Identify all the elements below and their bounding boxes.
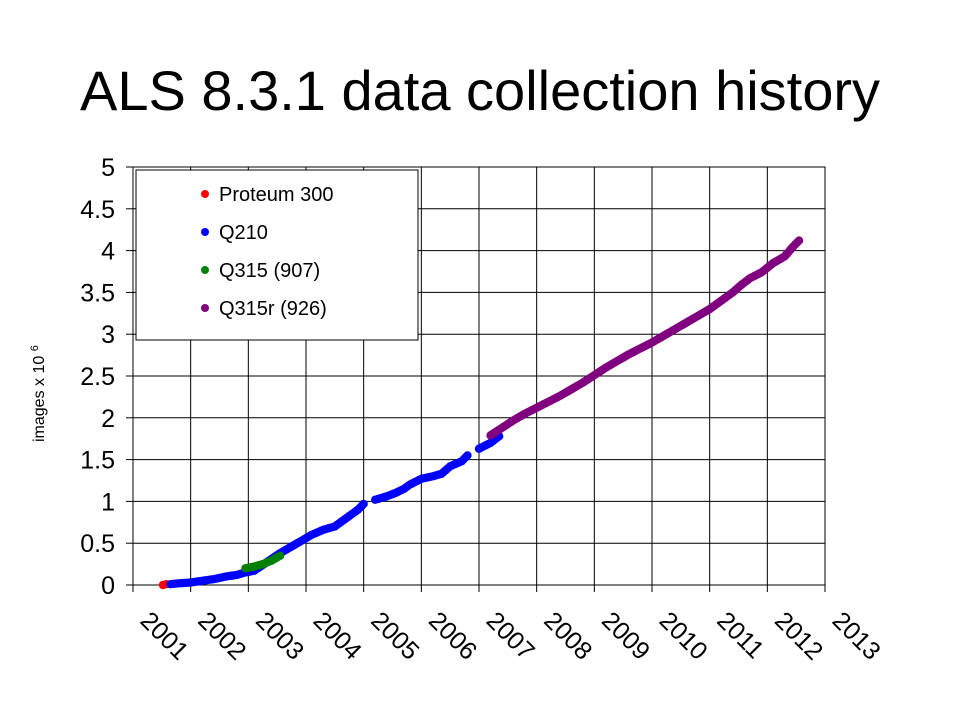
legend-label: Q315 (907) <box>219 260 320 282</box>
y-tick-label: 1.5 <box>80 447 115 475</box>
x-tick-label: 2006 <box>423 606 482 665</box>
x-tick-label: 2012 <box>769 606 828 665</box>
data-points <box>158 236 804 590</box>
x-tick-label: 2009 <box>596 606 655 665</box>
data-point <box>359 499 368 509</box>
x-tick-label: 2008 <box>538 606 597 665</box>
y-tick-label: 5 <box>101 154 115 182</box>
y-tick-label: 2.5 <box>80 363 115 391</box>
data-point <box>275 551 285 560</box>
series-2 <box>241 551 285 573</box>
legend-marker <box>201 228 209 236</box>
x-tick-label: 2002 <box>192 606 251 665</box>
chart-title: ALS 8.3.1 data collection history <box>79 59 881 122</box>
y-tick-label: 1 <box>101 488 115 516</box>
y-axis-label: images x 10 6 <box>29 345 48 442</box>
legend-label: Q315r (926) <box>219 298 327 320</box>
data-point <box>463 451 472 460</box>
y-tick-label: 0.5 <box>80 530 115 558</box>
x-tick-label: 2003 <box>250 606 309 665</box>
legend-label: Proteum 300 <box>219 184 334 206</box>
x-tick-label: 2001 <box>135 606 194 665</box>
y-tick-label: 0 <box>101 572 115 600</box>
x-tick-label: 2007 <box>481 606 540 665</box>
legend-label: Q210 <box>219 222 268 244</box>
y-tick-label: 4 <box>101 238 115 266</box>
y-tick-label: 3.5 <box>80 279 115 307</box>
y-tick-label: 4.5 <box>80 196 115 224</box>
legend: Proteum 300 Q210 Q315 (907) Q315r (926) <box>135 169 419 341</box>
y-tick-label: 3 <box>101 321 115 349</box>
series-3 <box>486 236 804 440</box>
series-1 <box>166 431 504 589</box>
x-tick-label: 2011 <box>711 606 769 664</box>
data-point <box>794 236 804 245</box>
y-axis-label-exponent: 6 <box>29 345 41 351</box>
x-tick-label: 2010 <box>654 606 713 665</box>
y-axis-label-text: images x 10 <box>31 351 48 442</box>
x-tick-labels: 2001200220032004200520062007200820092010… <box>132 585 886 666</box>
x-tick-label: 2005 <box>365 606 424 665</box>
y-tick-labels: 0 0.5 1 1.5 2 2.5 3 3.5 4 4.5 5 <box>80 154 133 600</box>
y-tick-label: 2 <box>101 405 115 433</box>
x-tick-label: 2013 <box>827 606 886 665</box>
legend-marker <box>201 266 209 274</box>
x-tick-label: 2004 <box>308 606 367 665</box>
legend-marker <box>201 304 209 312</box>
legend-marker <box>201 190 209 198</box>
legend-box <box>135 169 419 341</box>
